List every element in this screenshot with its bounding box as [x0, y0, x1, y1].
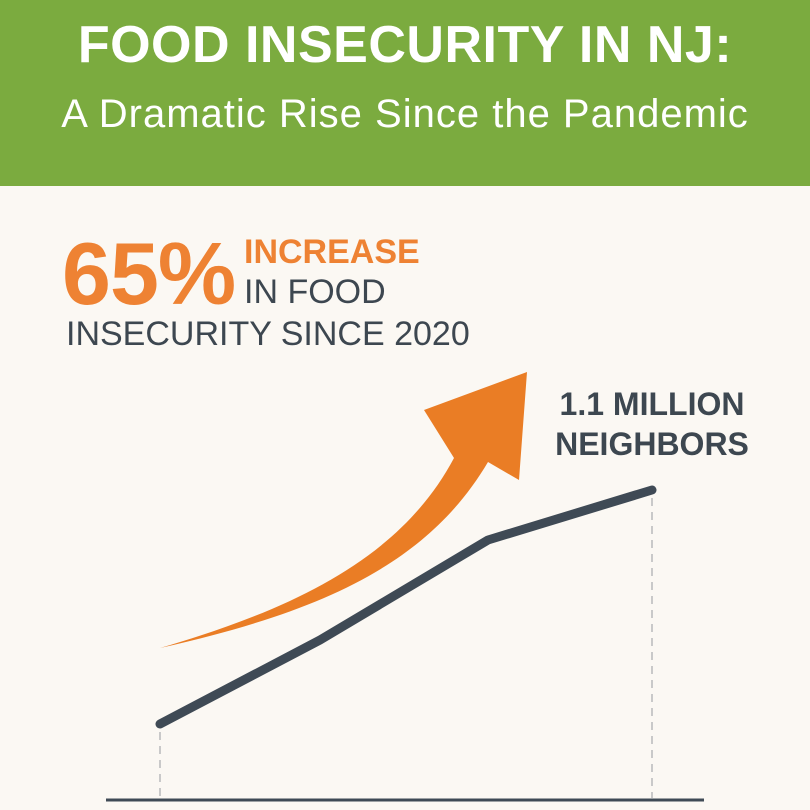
header-banner: FOOD INSECURITY IN NJ: A Dramatic Rise S…	[0, 0, 810, 186]
page-subtitle: A Dramatic Rise Since the Pandemic	[61, 92, 749, 136]
trend-arrow	[160, 372, 527, 648]
series-line	[155, 485, 657, 729]
page-title: FOOD INSECURITY IN NJ:	[77, 16, 733, 74]
stat-line-increase: INCREASE	[244, 233, 420, 271]
stat-line-in-food: IN FOOD	[244, 273, 386, 311]
stat-line-since: INSECURITY SINCE 2020	[66, 315, 470, 353]
end-label-line-1: 1.1 MILLION	[560, 386, 745, 422]
stat-percent: 65%	[62, 224, 236, 323]
end-label-line-2: NEIGHBORS	[555, 426, 749, 462]
